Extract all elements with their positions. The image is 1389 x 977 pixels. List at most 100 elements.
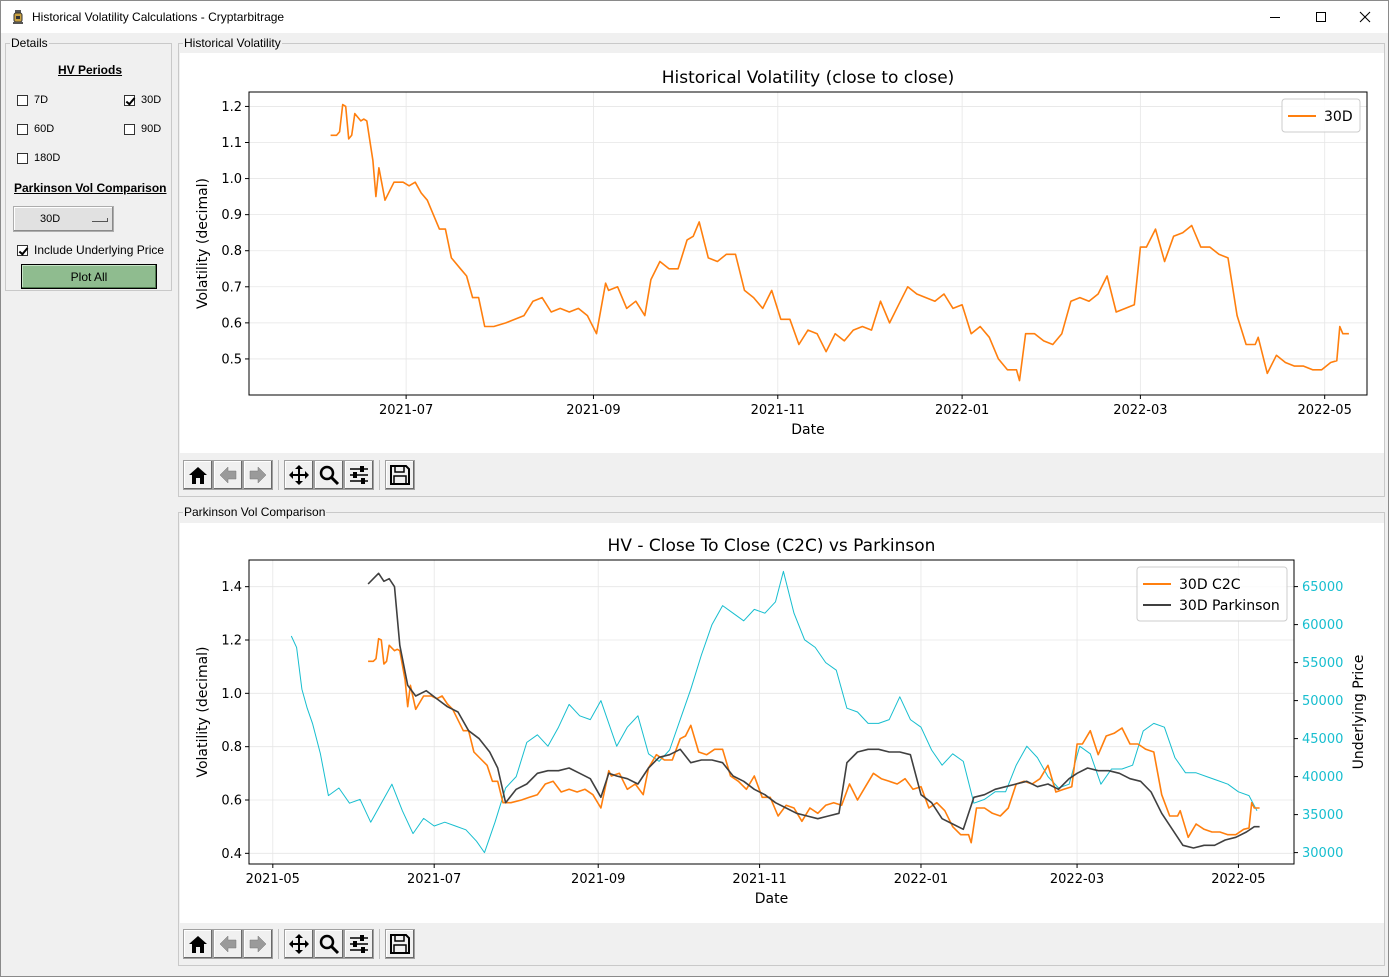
hv-zoom-button[interactable] [314, 460, 344, 490]
y2-tick-label: 40000 [1302, 770, 1343, 785]
period-label-30d: 30D [141, 94, 162, 106]
y-tick-label: 0.8 [221, 740, 242, 755]
hv-chart[interactable]: 2021-07 2021-09 2021-11 2022-01 2022-03 2022-… [180, 53, 1384, 453]
pk-forward-button[interactable] [243, 929, 273, 959]
back-icon [219, 466, 237, 484]
parkinson-plot-toolbar [183, 929, 415, 959]
checkbox-box[interactable] [17, 244, 28, 256]
period-label-180d: 180D [34, 152, 61, 164]
chart-legend: 30D C2C 30D Parkinson [1136, 566, 1288, 622]
period-checkbox-60d[interactable]: 60D [17, 123, 54, 135]
pk-configure-button[interactable] [344, 929, 374, 959]
parkinson-group-label: Parkinson Vol Comparison [183, 505, 327, 519]
y-tick-label: 1.2 [221, 100, 242, 115]
pk-back-button[interactable] [213, 929, 243, 959]
include-underlying-checkbox[interactable]: Include Underlying Price [17, 243, 164, 257]
x-tick-label: 2021-07 [407, 872, 461, 887]
y-tick-label: 0.5 [221, 352, 242, 367]
y2-tick-label: 55000 [1302, 656, 1343, 671]
y-tick-label: 0.6 [221, 316, 242, 331]
toolbar-separator [379, 460, 380, 490]
window-title: Historical Volatility Calculations - Cry… [32, 10, 285, 24]
x-tick-label: 2021-07 [379, 403, 433, 418]
hv-group-label: Historical Volatility [183, 36, 282, 50]
y-axis-label: Volatility (decimal) [195, 178, 211, 309]
period-checkbox-90d[interactable]: 90D [124, 123, 161, 135]
zoom-icon [319, 934, 340, 955]
parkinson-period-dropdown[interactable]: 30D [13, 206, 114, 232]
forward-icon [249, 466, 267, 484]
checkbox-box[interactable] [124, 123, 135, 135]
forward-icon [249, 935, 267, 953]
y2-tick-label: 35000 [1302, 808, 1343, 823]
y-tick-label: 1.2 [221, 634, 242, 649]
plot-all-label: Plot All [70, 269, 108, 284]
details-group-label: Details [10, 36, 49, 50]
hv-back-button[interactable] [213, 460, 243, 490]
hv-periods-heading: HV Periods [58, 63, 123, 77]
pan-icon [289, 934, 309, 954]
y-axis-label: Volatility (decimal) [195, 646, 211, 777]
y2-tick-label: 45000 [1302, 732, 1343, 747]
parkinson-chart[interactable]: 2021-05 2021-07 2021-09 2021-11 2022-01 2022-… [180, 523, 1384, 923]
checkbox-box[interactable] [17, 152, 28, 164]
checkbox-box[interactable] [17, 94, 28, 106]
y-tick-label: 1.4 [221, 580, 242, 595]
parkinson-period-value: 30D [40, 213, 61, 225]
chart-legend: 30D [1281, 98, 1361, 133]
include-underlying-label: Include Underlying Price [34, 243, 165, 257]
period-checkbox-7d[interactable]: 7D [17, 94, 48, 106]
minimize-button[interactable] [1252, 1, 1298, 33]
pk-save-button[interactable] [385, 929, 415, 959]
configure-subplots-icon [350, 935, 368, 953]
hv-pan-button[interactable] [284, 460, 314, 490]
x-tick-label: 2021-11 [751, 403, 805, 418]
details-group: Details HV Periods 7D 30D 60D 90D 180D P… [5, 36, 172, 291]
app-icon [13, 10, 23, 24]
y2-tick-label: 65000 [1302, 580, 1343, 595]
period-checkbox-30d[interactable]: 30D [124, 94, 161, 106]
close-button[interactable] [1342, 1, 1388, 33]
checkbox-box[interactable] [17, 123, 28, 135]
period-label-90d: 90D [141, 123, 162, 135]
y-tick-label: 1.1 [221, 136, 242, 151]
period-checkbox-180d[interactable]: 180D [17, 152, 60, 164]
hv-save-button[interactable] [385, 460, 415, 490]
plot-all-button[interactable]: Plot All [21, 264, 157, 289]
hv-chart-canvas[interactable]: 2021-07 2021-09 2021-11 2022-01 2022-03 2022-… [180, 53, 1384, 453]
hv-configure-button[interactable] [344, 460, 374, 490]
pk-pan-button[interactable] [284, 929, 314, 959]
close-icon [1359, 11, 1371, 23]
parkinson-chart-canvas[interactable]: 2021-05 2021-07 2021-09 2021-11 2022-01 2022-… [180, 523, 1384, 923]
y-tick-label: 0.6 [221, 794, 242, 809]
y2-tick-label: 30000 [1302, 846, 1343, 861]
x-tick-label: 2022-05 [1298, 403, 1352, 418]
parkinson-heading: Parkinson Vol Comparison [14, 181, 167, 195]
plot-frame [248, 91, 1368, 396]
maximize-button[interactable] [1298, 1, 1344, 33]
x-tick-label: 2022-01 [935, 403, 989, 418]
underlying-price-line [290, 570, 1258, 854]
x-axis-label: Date [791, 422, 824, 438]
hv-plot-toolbar [183, 460, 415, 490]
series-line [367, 572, 1260, 849]
y2-tick-label: 60000 [1302, 618, 1343, 633]
maximize-icon [1316, 12, 1326, 22]
hv-forward-button[interactable] [243, 460, 273, 490]
home-icon [189, 936, 207, 953]
x-tick-label: 2022-03 [1113, 403, 1167, 418]
checkbox-box[interactable] [124, 94, 135, 106]
pk-zoom-button[interactable] [314, 929, 344, 959]
chart-title: HV - Close To Close (C2C) vs Parkinson [608, 536, 936, 556]
x-tick-label: 2021-09 [566, 403, 620, 418]
back-icon [219, 935, 237, 953]
x-tick-label: 2021-05 [246, 872, 300, 887]
pk-home-button[interactable] [183, 929, 213, 959]
hv-home-button[interactable] [183, 460, 213, 490]
y-tick-label: 0.4 [221, 847, 242, 862]
y2-tick-label: 50000 [1302, 694, 1343, 709]
y-tick-label: 1.0 [221, 687, 242, 702]
title-bar: Historical Volatility Calculations - Cry… [1, 1, 1388, 33]
x-tick-label: 2021-11 [732, 872, 786, 887]
